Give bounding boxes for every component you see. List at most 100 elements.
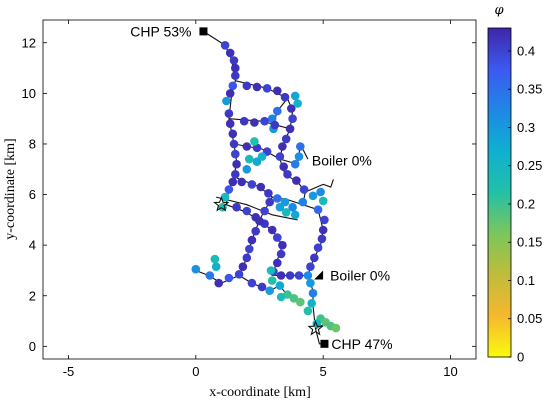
data-point	[260, 206, 269, 216]
data-points	[191, 41, 341, 333]
pipe-line	[216, 196, 298, 221]
data-point	[310, 253, 319, 263]
data-point	[303, 271, 313, 280]
y-tick-label: 0	[29, 339, 36, 354]
data-point	[205, 271, 215, 280]
colorbar-tick-label: 0.2	[517, 196, 535, 211]
data-point	[266, 266, 276, 275]
data-point	[299, 185, 309, 194]
data-point	[260, 116, 269, 126]
data-point	[308, 288, 318, 298]
source-marker	[320, 339, 329, 348]
data-point	[265, 197, 275, 207]
data-point	[320, 215, 329, 225]
data-point	[296, 142, 305, 151]
x-tick-label: 0	[192, 364, 199, 379]
data-point	[316, 187, 325, 197]
y-axis-label: y-coordinate [km]	[3, 138, 18, 239]
special-markers	[213, 196, 324, 336]
colorbar	[487, 27, 512, 358]
star-marker	[213, 196, 230, 212]
star-marker	[307, 320, 324, 336]
y-tick-label: 12	[22, 35, 36, 50]
data-point	[288, 202, 297, 212]
data-point	[306, 262, 315, 272]
data-point	[210, 254, 220, 264]
data-point	[252, 82, 262, 92]
data-point	[231, 149, 240, 159]
data-point	[262, 84, 272, 93]
data-point	[245, 154, 254, 164]
data-point	[287, 104, 296, 113]
data-point	[232, 202, 241, 212]
data-point	[251, 226, 260, 236]
data-point	[234, 270, 244, 279]
data-point	[238, 262, 248, 272]
source-marker	[199, 27, 208, 36]
data-point	[224, 185, 234, 194]
data-point	[242, 253, 252, 263]
data-point	[306, 278, 315, 288]
data-point	[276, 292, 286, 302]
data-point	[264, 189, 273, 198]
data-point	[290, 159, 300, 169]
data-point	[288, 114, 297, 123]
data-point	[275, 281, 285, 290]
data-point	[294, 271, 304, 280]
data-point	[278, 240, 287, 250]
y-axis-ticks: 0 2 4 6 8 10 12	[22, 35, 476, 354]
data-point	[292, 176, 301, 185]
data-point	[293, 99, 303, 108]
data-point	[245, 244, 254, 254]
annotation-label: CHP 53%	[130, 23, 191, 39]
x-tick-label: 5	[320, 364, 327, 379]
data-point	[242, 206, 252, 216]
colorbar-tick-label: 0	[517, 350, 524, 365]
data-point	[296, 297, 305, 307]
data-point	[247, 235, 257, 245]
data-point	[303, 306, 313, 316]
data-point	[307, 299, 317, 308]
data-point	[308, 191, 318, 201]
data-point	[237, 177, 246, 187]
y-tick-label: 6	[29, 187, 36, 202]
data-point	[242, 81, 252, 91]
data-point	[228, 129, 238, 139]
colorbar-tick-label: 0.35	[517, 82, 542, 97]
data-point	[250, 118, 259, 127]
data-point	[191, 264, 201, 274]
y-tick-label: 10	[22, 86, 36, 101]
annotation-label: Boiler 0%	[312, 152, 372, 168]
data-point	[231, 170, 240, 179]
y-tick-label: 2	[29, 288, 36, 303]
data-point	[313, 205, 323, 214]
x-tick-label: 10	[443, 364, 457, 379]
colorbar-tick-label: 0.3	[517, 120, 535, 135]
data-point	[283, 170, 292, 179]
data-point	[318, 196, 328, 206]
data-point	[276, 249, 286, 259]
data-point	[220, 41, 230, 50]
annotations: CHP 53% Boiler 0% Boiler 0% CHP 47%	[130, 23, 392, 351]
colorbar-tick-label: 0.05	[517, 311, 542, 326]
y-tick-label: 8	[29, 136, 36, 151]
data-point	[247, 180, 257, 189]
data-point	[225, 89, 235, 98]
data-point	[229, 139, 239, 149]
data-point	[267, 276, 277, 285]
data-point	[232, 159, 241, 169]
data-point	[255, 216, 264, 226]
data-point	[273, 194, 282, 203]
colorbar-title: φ	[494, 3, 504, 18]
data-point	[275, 152, 285, 161]
data-point	[220, 192, 230, 202]
data-point	[222, 96, 231, 106]
data-point	[273, 258, 282, 268]
data-point	[273, 86, 282, 96]
data-point	[242, 142, 252, 151]
data-point	[224, 109, 234, 118]
data-point	[285, 271, 295, 280]
x-axis-label: x-coordinate [km]	[209, 385, 310, 400]
colorbar-tick-label: 0.1	[517, 273, 535, 288]
data-point	[273, 106, 282, 116]
